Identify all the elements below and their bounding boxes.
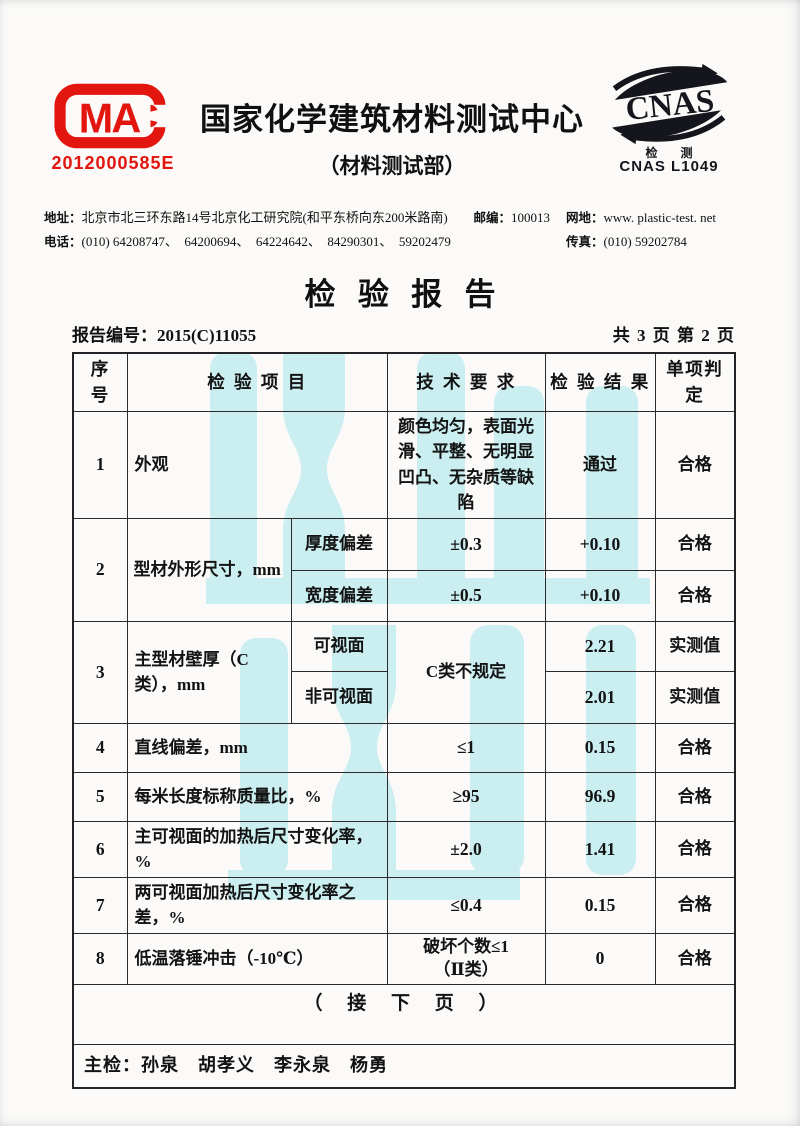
col-header-verdict: 单项判定 bbox=[654, 352, 736, 412]
cnas-jiance-label: 检 测 bbox=[645, 146, 703, 160]
table-row: 8 低温落锤冲击（-10℃） 破坏个数≤1 （Ⅱ类） 0 合格 bbox=[72, 932, 736, 985]
col-header-result: 检 验 结 果 bbox=[544, 352, 656, 412]
cell-verdict: 合格 bbox=[654, 410, 736, 519]
cell-verdict: 合格 bbox=[654, 517, 736, 571]
cell-subitem: 宽度偏差 bbox=[290, 569, 388, 622]
table-row: 宽度偏差 ±0.5 +0.10 合格 bbox=[73, 569, 736, 622]
cell-requirement: ±0.3 bbox=[386, 517, 546, 571]
website-label: 网地： bbox=[566, 211, 604, 225]
cell-result: 通过 bbox=[544, 410, 656, 519]
cell-item: 两可视面加热后尺寸变化率之差，% bbox=[126, 876, 388, 934]
cell-verdict: 合格 bbox=[654, 820, 736, 878]
continuation-row: （ 接 下 页 ） bbox=[72, 983, 736, 1045]
inspector-cell: 主检：孙泉 胡孝义 李永泉 杨勇 bbox=[72, 1043, 736, 1089]
col-header-item: 检 验 项 目 bbox=[126, 352, 388, 412]
cell-result: 2.01 bbox=[544, 670, 656, 724]
cell-requirement: ±0.5 bbox=[386, 569, 546, 622]
fax: 传真：(010) 59202784 bbox=[566, 234, 687, 249]
telephone-label: 电话： bbox=[44, 235, 82, 249]
cell-item: 主可视面的加热后尺寸变化率，% bbox=[126, 820, 388, 878]
cell-verdict: 实测值 bbox=[654, 670, 736, 724]
cell-item: 型材外形尺寸，mm bbox=[126, 517, 292, 622]
cell-requirement: C类不规定 bbox=[386, 620, 546, 724]
phone-line: 电话：(010) 64208747、 64200694、 64224642、 8… bbox=[44, 230, 758, 254]
cell-requirement: ≤0.4 bbox=[386, 876, 546, 934]
results-table: 序 号 检 验 项 目 技 术 要 求 检 验 结 果 单项判定 1 外观 颜色… bbox=[72, 352, 736, 1089]
table-row: 4 直线偏差，mm ≤1 0.15 合格 bbox=[72, 722, 736, 773]
cell-requirement: ±2.0 bbox=[386, 820, 546, 878]
cma-logo-icon: MA bbox=[54, 83, 166, 149]
cell-seq: 8 bbox=[72, 932, 128, 985]
cell-requirement: 颜色均匀，表面光滑、平整、无明显凹凸、无杂质等缺陷 bbox=[386, 410, 546, 519]
cell-result: +0.10 bbox=[544, 569, 656, 622]
table-row: 6 主可视面的加热后尺寸变化率，% ±2.0 1.41 合格 bbox=[72, 820, 736, 878]
cell-verdict: 合格 bbox=[654, 876, 736, 934]
cell-verdict: 合格 bbox=[654, 771, 736, 822]
zip-label: 邮编： bbox=[473, 211, 511, 225]
contact-block: 地址：北京市北三环东路14号北京化工研究院(和平东桥向东200米路南) 邮编：1… bbox=[44, 206, 758, 254]
report-meta: 报告编号：2015(C)11055 共 3 页 第 2 页 bbox=[72, 321, 734, 346]
cell-requirement: 破坏个数≤1 （Ⅱ类） bbox=[386, 932, 546, 985]
report-number: 报告编号：2015(C)11055 bbox=[72, 326, 257, 345]
telephone: 电话：(010) 64208747、 64200694、 64224642、 8… bbox=[44, 234, 451, 249]
cell-item: 每米长度标称质量比，% bbox=[126, 771, 388, 822]
table-row: 1 外观 颜色均匀，表面光滑、平整、无明显凹凸、无杂质等缺陷 通过 合格 bbox=[72, 410, 736, 519]
cell-seq: 7 bbox=[72, 876, 128, 934]
org-title: 国家化学建筑材料测试中心 bbox=[200, 102, 584, 137]
cell-seq: 1 bbox=[72, 410, 128, 519]
address: 地址：北京市北三环东路14号北京化工研究院(和平东桥向东200米路南) bbox=[44, 210, 448, 225]
cell-subitem: 厚度偏差 bbox=[290, 517, 388, 571]
fax-label: 传真： bbox=[566, 235, 604, 249]
cell-requirement: ≥95 bbox=[386, 771, 546, 822]
cnas-logo-icon: CNAS bbox=[596, 63, 742, 145]
table-row: 2 型材外形尺寸，mm 厚度偏差 ±0.3 +0.10 合格 bbox=[72, 517, 736, 622]
cell-item: 外观 bbox=[126, 410, 388, 519]
table-row: 非可视面 2.01 实测值 bbox=[73, 670, 736, 724]
cell-seq: 5 bbox=[72, 771, 128, 822]
cell-result: 0.15 bbox=[544, 876, 656, 934]
cell-seq: 6 bbox=[72, 820, 128, 878]
table-row: 3 主型材壁厚（C类），mm 可视面 C类不规定 2.21 实测值 bbox=[72, 620, 736, 724]
table-header-row: 序 号 检 验 项 目 技 术 要 求 检 验 结 果 单项判定 bbox=[72, 352, 736, 412]
continuation-note: （ 接 下 页 ） bbox=[72, 983, 736, 1045]
cell-subitem: 可视面 bbox=[290, 620, 388, 672]
cell-result: 0.15 bbox=[544, 722, 656, 773]
inspector-names: 孙泉 胡孝义 李永泉 杨勇 bbox=[141, 1055, 388, 1076]
cell-item: 主型材壁厚（C类），mm bbox=[126, 620, 292, 724]
inspector-label: 主检： bbox=[84, 1055, 141, 1076]
cell-result: +0.10 bbox=[544, 517, 656, 571]
col-header-seq: 序 号 bbox=[72, 352, 128, 412]
cell-seq: 2 bbox=[72, 517, 128, 622]
cell-verdict: 合格 bbox=[654, 722, 736, 773]
table-row: 5 每米长度标称质量比，% ≥95 96.9 合格 bbox=[72, 771, 736, 822]
cell-item: 直线偏差，mm bbox=[126, 722, 388, 773]
cell-seq: 4 bbox=[72, 722, 128, 773]
address-label: 地址： bbox=[44, 211, 82, 225]
svg-text:MA: MA bbox=[79, 95, 141, 141]
cnas-accreditation-number: CNAS L1049 bbox=[619, 158, 719, 175]
cell-requirement: ≤1 bbox=[386, 722, 546, 773]
cell-result: 96.9 bbox=[544, 771, 656, 822]
col-header-requirement: 技 术 要 求 bbox=[386, 352, 546, 412]
cell-result: 2.21 bbox=[544, 620, 656, 672]
cell-item: 低温落锤冲击（-10℃） bbox=[126, 932, 388, 985]
page-indicator: 共 3 页 第 2 页 bbox=[612, 326, 734, 345]
zip: 邮编：100013 bbox=[473, 210, 550, 225]
cell-subitem: 非可视面 bbox=[290, 670, 388, 724]
org-subtitle: （材料测试部） bbox=[318, 155, 466, 178]
report-title: 检验报告 bbox=[304, 277, 518, 312]
table-row: 7 两可视面加热后尺寸变化率之差，% ≤0.4 0.15 合格 bbox=[72, 876, 736, 934]
inspector-row: 主检：孙泉 胡孝义 李永泉 杨勇 bbox=[72, 1043, 736, 1089]
cell-seq: 3 bbox=[72, 620, 128, 724]
cell-result: 0 bbox=[544, 932, 656, 985]
website: 网地：www. plastic-test. net bbox=[566, 210, 717, 225]
cma-certificate-number: 2012000585E bbox=[51, 153, 175, 173]
cell-verdict: 合格 bbox=[654, 569, 736, 622]
address-line: 地址：北京市北三环东路14号北京化工研究院(和平东桥向东200米路南) 邮编：1… bbox=[44, 206, 758, 230]
cell-result: 1.41 bbox=[544, 820, 656, 878]
cell-verdict: 实测值 bbox=[654, 620, 736, 672]
cell-verdict: 合格 bbox=[654, 932, 736, 985]
